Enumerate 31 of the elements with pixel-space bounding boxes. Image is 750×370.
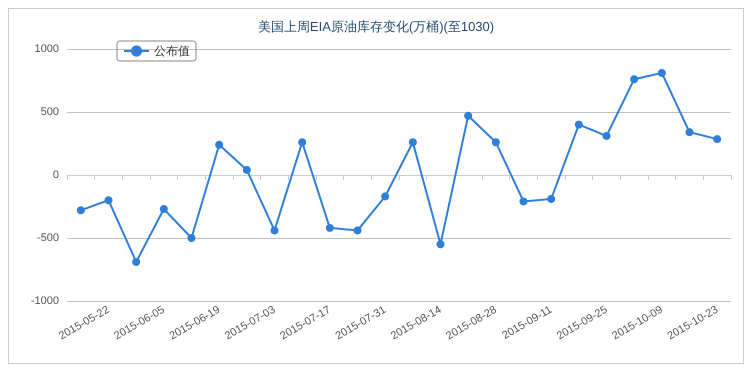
point: [436, 240, 444, 248]
point: [602, 132, 610, 140]
point: [132, 258, 140, 266]
point: [520, 197, 528, 206]
point: [76, 206, 85, 214]
point: [713, 135, 722, 144]
y-tick-label: -1000: [30, 295, 59, 307]
point: [188, 234, 196, 242]
point: [630, 75, 638, 84]
point: [104, 196, 112, 204]
point: [574, 120, 583, 129]
chart-title: 美国上周EIA原油库存变化(万桶)(至1030): [258, 19, 494, 34]
point: [408, 138, 417, 146]
point: [160, 205, 168, 214]
point: [354, 226, 362, 234]
point: [492, 138, 500, 146]
point: [215, 140, 224, 149]
point: [270, 226, 278, 234]
y-tick-label: -500: [36, 232, 59, 244]
y-tick-label: 1000: [34, 43, 59, 55]
y-tick-label: 500: [40, 106, 59, 118]
point: [326, 224, 334, 232]
point: [658, 68, 666, 77]
point: [242, 166, 251, 174]
point: [686, 128, 694, 136]
point: [298, 138, 306, 146]
legend-label: 公布值: [154, 44, 190, 58]
point: [381, 192, 390, 200]
point: [464, 112, 472, 120]
point: [547, 194, 556, 203]
y-tick-label: 0: [52, 169, 59, 181]
